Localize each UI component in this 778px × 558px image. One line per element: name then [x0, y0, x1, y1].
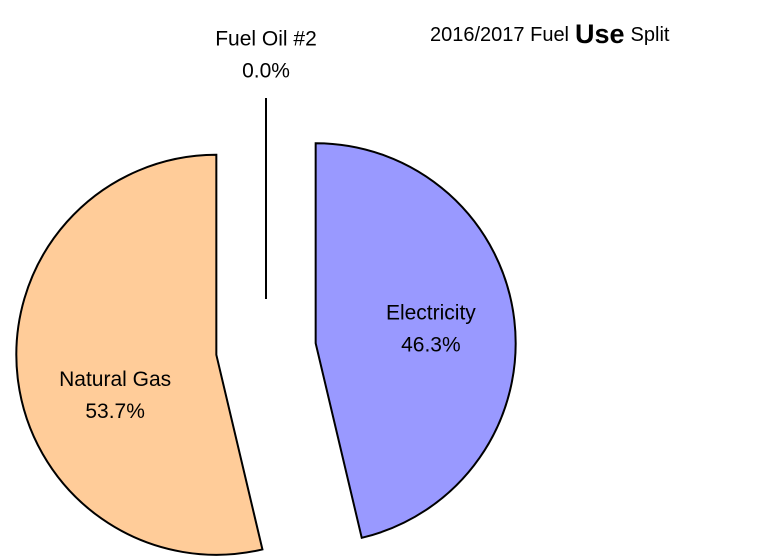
slice-value: 53.7%: [85, 400, 145, 423]
title-part: 2016/2017 Fuel: [430, 24, 569, 46]
slice-label: Electricity: [386, 301, 476, 324]
title-part: Split: [631, 24, 670, 46]
slice-value: 0.0%: [242, 60, 290, 83]
chart-title: 2016/2017 Fuel Use Split: [430, 19, 670, 49]
slice-label: Natural Gas: [59, 368, 171, 391]
slice-label: Fuel Oil #2: [215, 28, 317, 51]
pie-slice: [314, 142, 517, 540]
pie-slice: [15, 153, 264, 556]
title-part: Use: [575, 19, 625, 49]
slice-value: 46.3%: [401, 333, 461, 356]
